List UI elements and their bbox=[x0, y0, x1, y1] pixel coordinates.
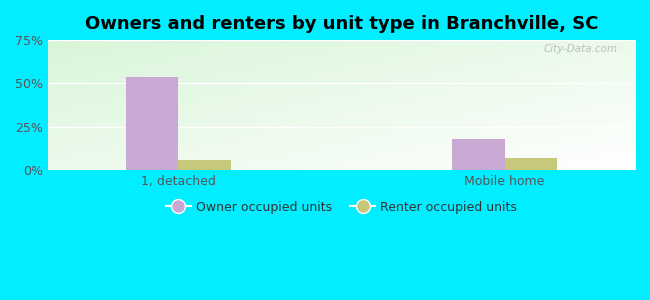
Bar bbox=[452, 139, 504, 170]
Legend: Owner occupied units, Renter occupied units: Owner occupied units, Renter occupied un… bbox=[161, 196, 523, 219]
Title: Owners and renters by unit type in Branchville, SC: Owners and renters by unit type in Branc… bbox=[84, 15, 598, 33]
Bar bbox=[504, 158, 556, 170]
Bar bbox=[178, 160, 231, 170]
Bar bbox=[126, 76, 178, 170]
Text: City-Data.com: City-Data.com bbox=[543, 44, 618, 54]
